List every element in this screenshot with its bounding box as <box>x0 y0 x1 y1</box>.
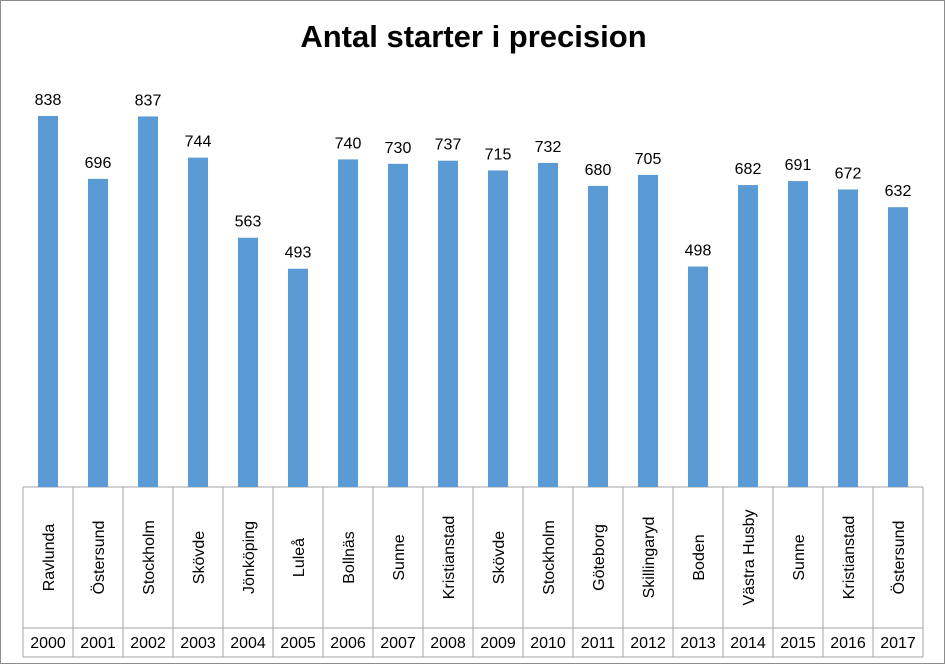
year-label-2007: 2007 <box>380 635 416 652</box>
category-label-2003: Skövde <box>191 531 208 584</box>
data-label-2013: 498 <box>685 243 712 260</box>
data-label-2012: 705 <box>635 151 662 168</box>
data-label-2002: 837 <box>135 92 162 109</box>
year-label-2000: 2000 <box>30 635 66 652</box>
data-label-2009: 715 <box>485 146 512 163</box>
year-label-2010: 2010 <box>530 635 566 652</box>
category-label-2014: Västra Husby <box>741 509 758 605</box>
bar-2017 <box>888 207 908 487</box>
chart-title: Antal starter i precision <box>300 19 647 54</box>
year-label-2002: 2002 <box>130 635 166 652</box>
year-label-2001: 2001 <box>80 635 116 652</box>
data-label-2017: 632 <box>885 183 912 200</box>
bar-2014 <box>738 185 758 487</box>
category-label-2005: Luleå <box>290 538 308 577</box>
data-label-2008: 737 <box>435 137 462 154</box>
category-label-2015: Sunne <box>791 534 808 580</box>
year-label-2003: 2003 <box>180 635 216 652</box>
bar-2003 <box>188 157 208 487</box>
category-label-2016: Kristianstad <box>841 516 858 600</box>
year-label-2006: 2006 <box>330 635 366 652</box>
data-label-2001: 696 <box>85 155 112 172</box>
bar-2002 <box>138 116 158 487</box>
category-label-2001: Östersund <box>90 521 108 595</box>
data-label-2016: 672 <box>835 165 862 182</box>
category-label-2017: Östersund <box>890 521 908 595</box>
data-label-2010: 732 <box>535 139 562 156</box>
data-label-2004: 563 <box>235 214 262 231</box>
data-label-2000: 838 <box>35 92 62 109</box>
year-label-2014: 2014 <box>730 635 766 652</box>
bar-2006 <box>338 159 358 487</box>
category-label-2006: Bollnäs <box>341 531 358 583</box>
bar-2000 <box>38 116 58 487</box>
bar-2009 <box>488 170 508 487</box>
bar-2013 <box>688 266 708 487</box>
category-label-2000: Ravlunda <box>41 524 58 592</box>
year-label-2008: 2008 <box>430 635 466 652</box>
bar-2008 <box>438 160 458 488</box>
year-label-2013: 2013 <box>680 635 716 652</box>
year-label-2012: 2012 <box>630 635 666 652</box>
bar-2012 <box>638 174 658 487</box>
year-label-2011: 2011 <box>581 635 616 652</box>
data-label-2006: 740 <box>335 135 362 152</box>
category-label-2004: Jönköping <box>241 521 258 594</box>
bar-2015 <box>788 181 808 487</box>
data-label-2014: 682 <box>735 161 762 178</box>
bar-2004 <box>238 237 258 487</box>
year-label-2017: 2017 <box>880 635 916 652</box>
data-label-2015: 691 <box>785 157 812 174</box>
bar-2011 <box>588 185 608 487</box>
bar-2005 <box>288 268 308 487</box>
category-label-2002: Stockholm <box>141 520 158 595</box>
bar-2007 <box>388 163 408 487</box>
category-label-2013: Boden <box>691 534 708 580</box>
data-label-2003: 744 <box>185 134 212 151</box>
bar-2001 <box>88 178 108 488</box>
year-label-2016: 2016 <box>830 635 866 652</box>
year-label-2009: 2009 <box>480 635 516 652</box>
category-label-2011: Göteborg <box>591 524 608 591</box>
data-label-2007: 730 <box>385 140 412 157</box>
category-label-2012: Skillingaryd <box>641 517 658 599</box>
data-label-2011: 680 <box>585 162 612 179</box>
year-label-2015: 2015 <box>780 635 816 652</box>
category-label-2009: Skövde <box>491 531 508 584</box>
category-label-2008: Kristianstad <box>441 516 458 600</box>
category-label-2007: Sunne <box>391 534 408 580</box>
data-label-2005: 493 <box>285 245 312 262</box>
bar-2016 <box>838 189 858 488</box>
category-label-2010: Stockholm <box>541 520 558 595</box>
year-label-2004: 2004 <box>230 635 266 652</box>
year-label-2005: 2005 <box>280 635 316 652</box>
bar-2010 <box>538 162 558 487</box>
